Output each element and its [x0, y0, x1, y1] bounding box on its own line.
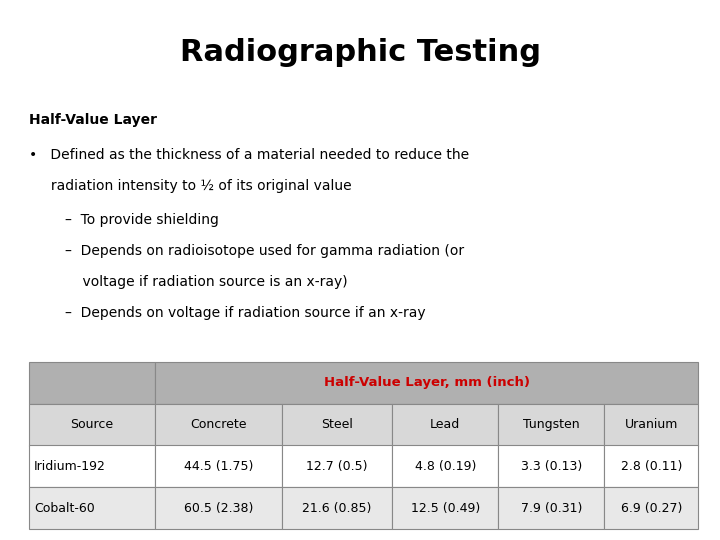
Text: Lead: Lead [430, 418, 460, 431]
Text: Concrete: Concrete [190, 418, 247, 431]
Text: 6.9 (0.27): 6.9 (0.27) [621, 502, 682, 515]
Bar [498, 487, 605, 529]
Bar [156, 446, 282, 487]
Text: 4.8 (0.19): 4.8 (0.19) [415, 460, 476, 473]
Bar [498, 403, 605, 446]
Text: Tungsten: Tungsten [523, 418, 580, 431]
Bar [605, 446, 698, 487]
Text: 60.5 (2.38): 60.5 (2.38) [184, 502, 253, 515]
Text: Iridium-192: Iridium-192 [34, 460, 106, 473]
Text: 44.5 (1.75): 44.5 (1.75) [184, 460, 253, 473]
Bar [156, 487, 282, 529]
Text: Source: Source [71, 418, 114, 431]
Text: voltage if radiation source is an x-ray): voltage if radiation source is an x-ray) [65, 275, 348, 289]
Bar [156, 403, 282, 446]
Text: 7.9 (0.31): 7.9 (0.31) [521, 502, 582, 515]
Text: 2.8 (0.11): 2.8 (0.11) [621, 460, 682, 473]
Text: 12.5 (0.49): 12.5 (0.49) [410, 502, 480, 515]
Bar [282, 403, 392, 446]
Bar [392, 487, 498, 529]
Bar [392, 446, 498, 487]
Text: radiation intensity to ½ of its original value: radiation intensity to ½ of its original… [29, 179, 351, 193]
Text: –  Depends on voltage if radiation source if an x-ray: – Depends on voltage if radiation source… [65, 306, 426, 320]
Bar [29, 446, 156, 487]
Text: •   Defined as the thickness of a material needed to reduce the: • Defined as the thickness of a material… [29, 148, 469, 163]
Text: Half-Value Layer: Half-Value Layer [29, 113, 157, 127]
Bar [282, 487, 392, 529]
Bar [156, 362, 698, 404]
Text: Uranium: Uranium [625, 418, 678, 431]
Text: –  To provide shielding: – To provide shielding [65, 213, 219, 227]
Text: 12.7 (0.5): 12.7 (0.5) [306, 460, 368, 473]
Bar [29, 487, 156, 529]
Bar [29, 403, 156, 446]
Bar [498, 446, 605, 487]
Text: Radiographic Testing: Radiographic Testing [179, 38, 541, 67]
Text: 21.6 (0.85): 21.6 (0.85) [302, 502, 372, 515]
Text: Cobalt-60: Cobalt-60 [34, 502, 94, 515]
Text: Steel: Steel [321, 418, 353, 431]
Text: 3.3 (0.13): 3.3 (0.13) [521, 460, 582, 473]
Text: –  Depends on radioisotope used for gamma radiation (or: – Depends on radioisotope used for gamma… [65, 244, 464, 258]
Bar [605, 487, 698, 529]
Bar [605, 403, 698, 446]
Bar [29, 362, 156, 404]
Text: Half-Value Layer, mm (inch): Half-Value Layer, mm (inch) [324, 376, 530, 389]
Bar [282, 446, 392, 487]
Bar [392, 403, 498, 446]
